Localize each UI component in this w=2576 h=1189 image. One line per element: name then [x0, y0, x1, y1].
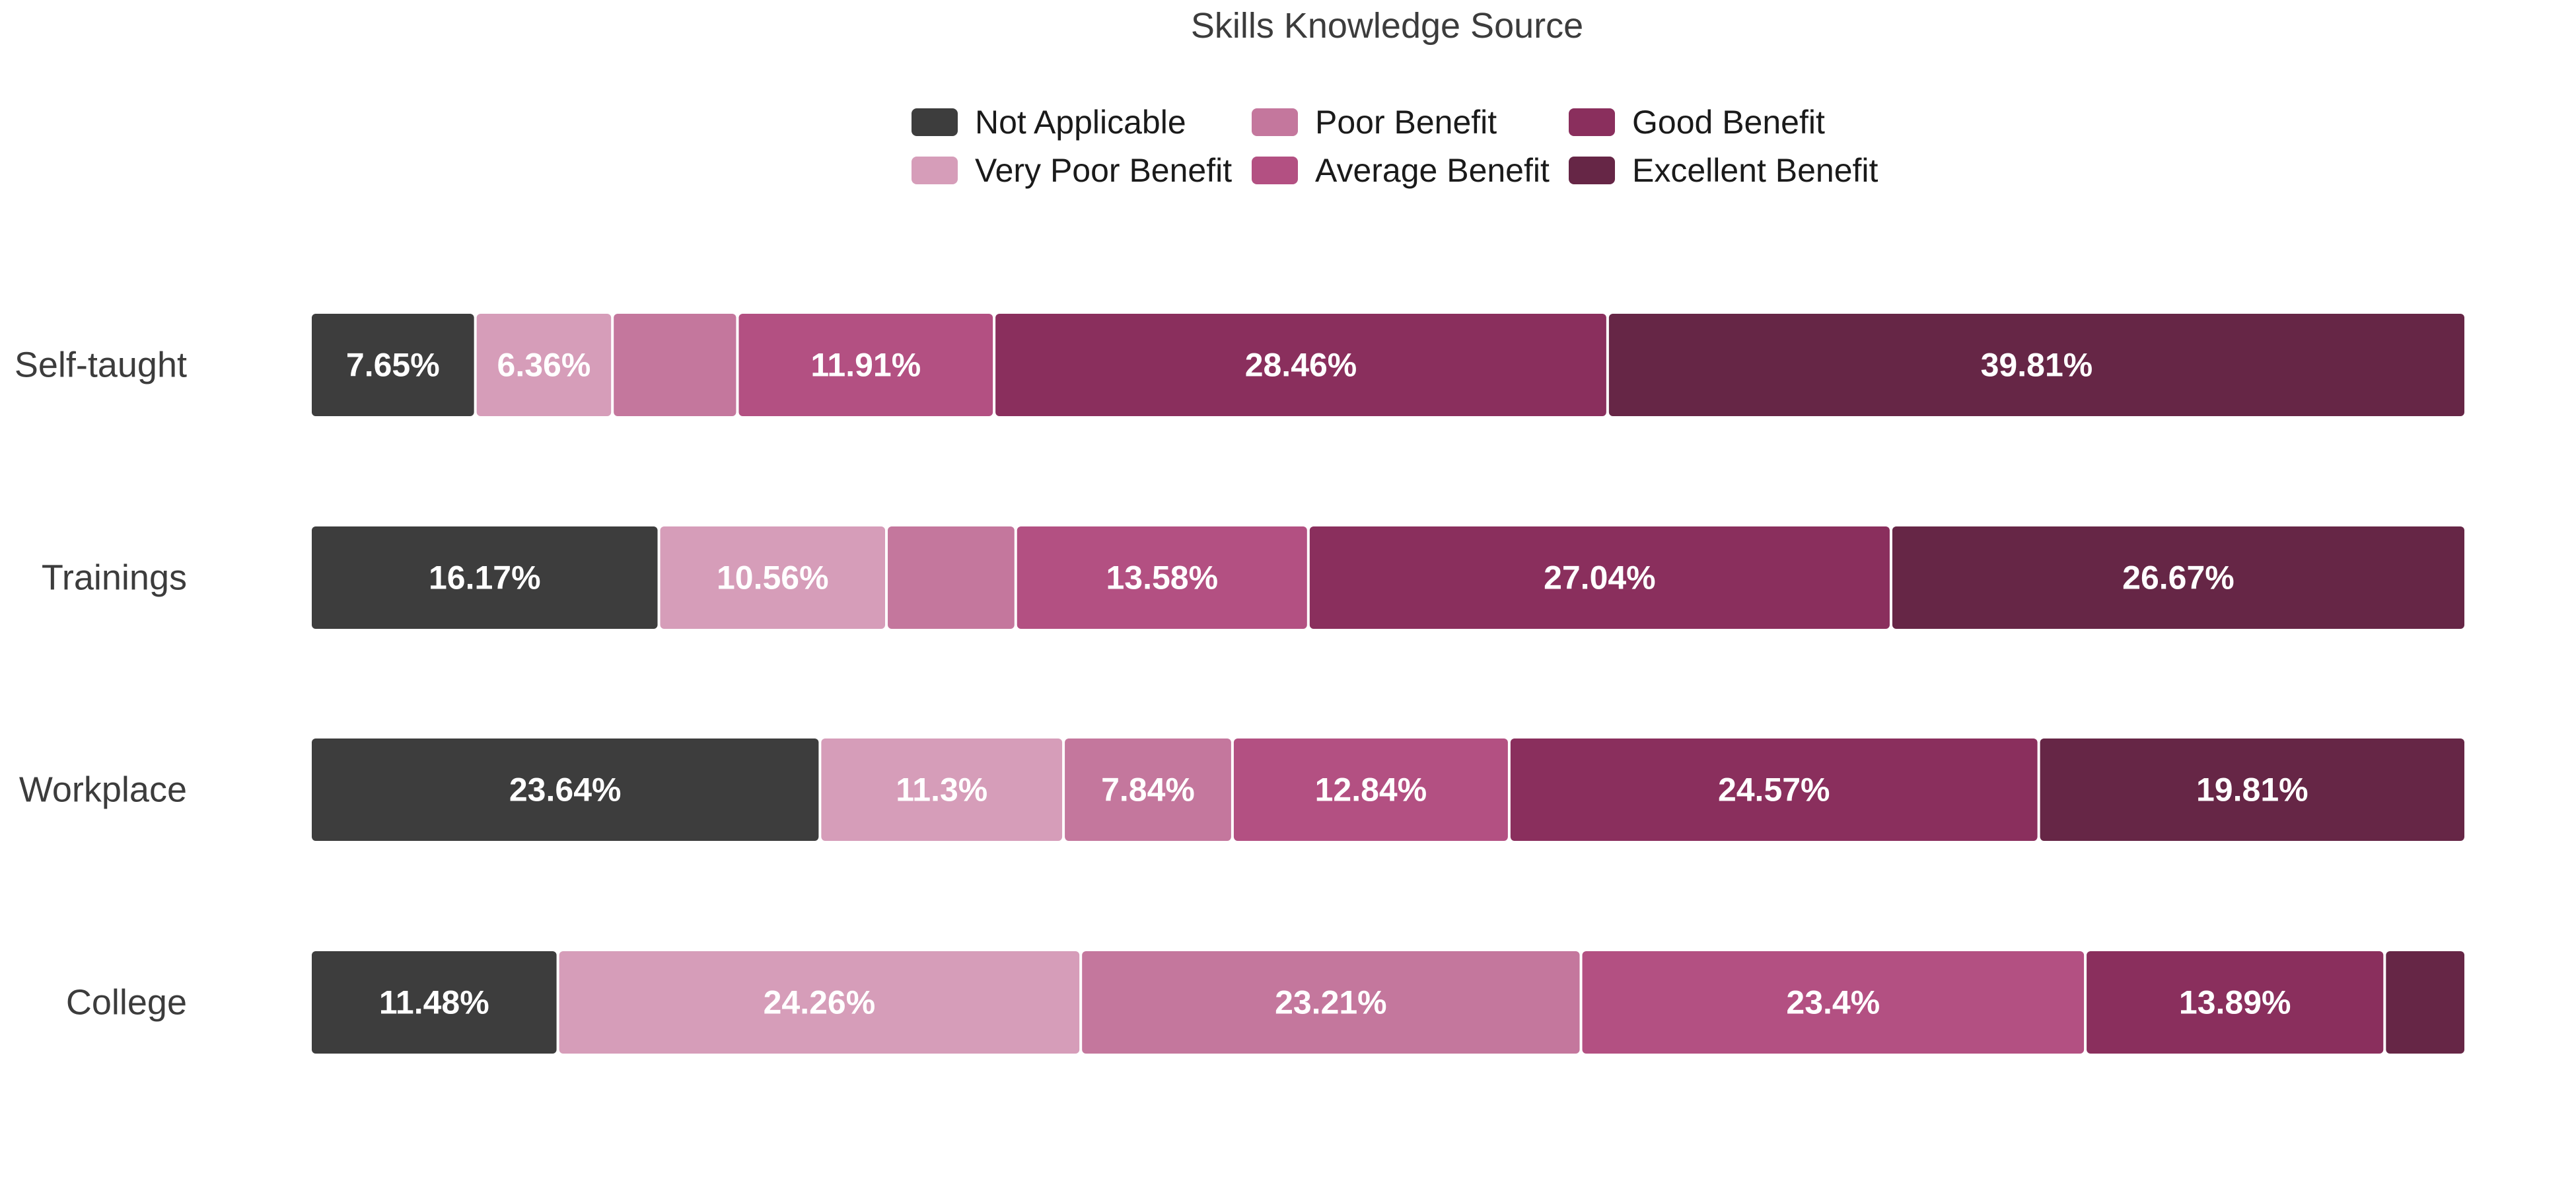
bar-segment[interactable] — [1082, 951, 1580, 1054]
data-label: 16.17% — [429, 559, 541, 596]
bar-segment[interactable] — [1017, 526, 1307, 629]
data-label: 6.36% — [497, 347, 591, 384]
legend-item-not-applicable[interactable]: Not Applicable — [912, 102, 1186, 142]
legend-swatch — [1252, 157, 1298, 184]
data-label: 28.46% — [1245, 347, 1357, 384]
bar-segment[interactable] — [2386, 951, 2464, 1054]
bar-segment[interactable] — [312, 739, 819, 841]
legend-label: Good Benefit — [1632, 104, 1825, 141]
legend-label: Not Applicable — [975, 104, 1186, 141]
legend-item-very-poor-benefit[interactable]: Very Poor Benefit — [912, 151, 1232, 190]
legend-swatch — [912, 108, 958, 136]
bar-segment[interactable] — [1582, 951, 2085, 1054]
legend-item-good-benefit[interactable]: Good Benefit — [1569, 102, 1825, 142]
data-label: 11.48% — [379, 984, 489, 1021]
legend-swatch — [1569, 108, 1615, 136]
legend-label: Poor Benefit — [1315, 104, 1497, 141]
data-label: 24.57% — [1718, 772, 1830, 809]
data-label: 13.89% — [2179, 984, 2291, 1021]
data-label: 24.26% — [764, 984, 876, 1021]
bar-segment[interactable] — [1608, 314, 2464, 416]
data-label: 23.64% — [509, 772, 622, 809]
bar-segment[interactable] — [660, 526, 886, 629]
bar-segment[interactable] — [995, 314, 1606, 416]
bar-segment[interactable] — [2087, 951, 2384, 1054]
data-label: 23.21% — [1275, 984, 1387, 1021]
category-label: Workplace — [19, 770, 187, 810]
bar-segment[interactable] — [1510, 739, 2038, 841]
bar-segment[interactable] — [1892, 526, 2464, 629]
data-label: 7.84% — [1101, 772, 1195, 809]
data-label: 12.84% — [1315, 772, 1427, 809]
data-label: 7.65% — [346, 347, 440, 384]
bar-segment[interactable] — [1065, 739, 1231, 841]
legend-item-excellent-benefit[interactable]: Excellent Benefit — [1569, 151, 1878, 190]
bar-segment[interactable] — [2040, 739, 2464, 841]
category-label: College — [66, 983, 187, 1023]
legend-label: Excellent Benefit — [1632, 152, 1878, 189]
legend-label: Very Poor Benefit — [975, 152, 1233, 189]
bar-segment[interactable] — [614, 314, 736, 416]
data-label: 23.4% — [1786, 984, 1880, 1021]
data-label: 27.04% — [1544, 559, 1656, 596]
bar-segment[interactable] — [888, 526, 1015, 629]
data-label: 11.91% — [810, 347, 921, 384]
category-label: Self-taught — [15, 345, 187, 385]
bar-segment[interactable] — [821, 739, 1063, 841]
data-label: 13.58% — [1106, 559, 1218, 596]
bar-segment[interactable] — [312, 526, 658, 629]
bar-segment[interactable] — [559, 951, 1080, 1054]
bar-segment[interactable] — [1309, 526, 1890, 629]
data-label: 11.3% — [896, 772, 987, 809]
legend-item-average-benefit[interactable]: Average Benefit — [1252, 151, 1550, 190]
bar-segment[interactable] — [312, 314, 474, 416]
data-label: 26.67% — [2122, 559, 2235, 596]
chart-title: Skills Knowledge Source — [1190, 6, 1584, 46]
legend-swatch — [912, 157, 958, 184]
legend-swatch — [1569, 157, 1615, 184]
bar-segment[interactable] — [312, 951, 557, 1054]
legend-label: Average Benefit — [1315, 152, 1550, 189]
bar-segment[interactable] — [738, 314, 993, 416]
data-label: 19.81% — [2196, 772, 2308, 809]
bar-segment[interactable] — [476, 314, 612, 416]
legend-item-poor-benefit[interactable]: Poor Benefit — [1252, 102, 1497, 142]
category-label: Trainings — [42, 558, 187, 598]
data-label: 10.56% — [717, 559, 829, 596]
data-label: 39.81% — [1981, 347, 2093, 384]
legend-swatch — [1252, 108, 1298, 136]
bar-segment[interactable] — [1233, 739, 1508, 841]
